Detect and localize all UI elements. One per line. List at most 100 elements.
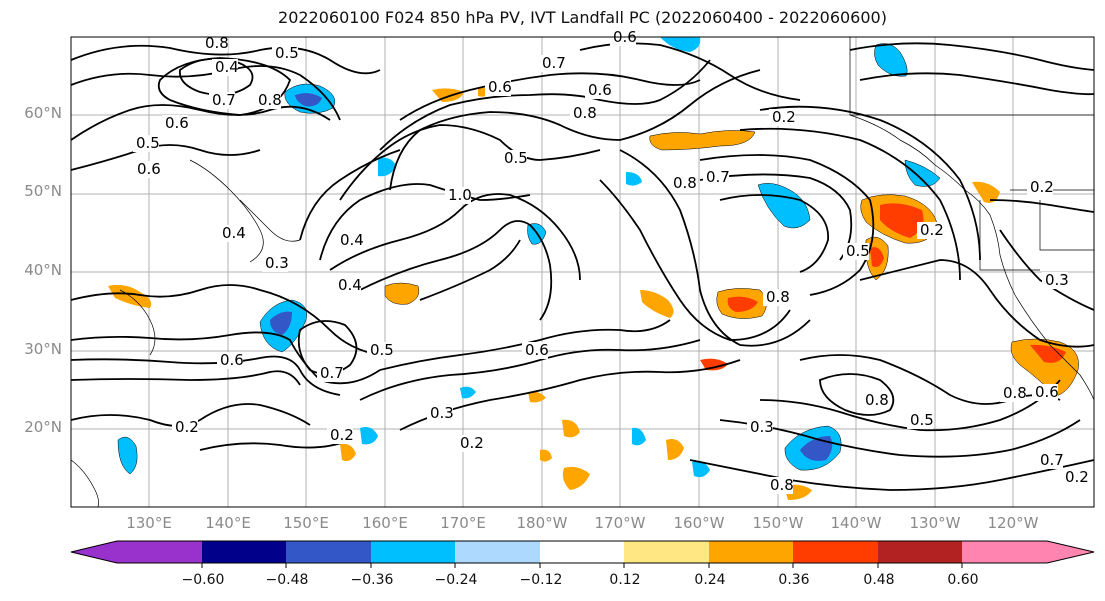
shade-positive xyxy=(108,284,152,308)
contour-label: 0.7 xyxy=(320,364,344,382)
contour-label-bg xyxy=(457,435,483,452)
coastlines xyxy=(70,37,1095,508)
pv-contour xyxy=(819,373,895,416)
contour-label-bg xyxy=(585,82,611,99)
pv-contour xyxy=(70,144,261,171)
contour-label-bg xyxy=(262,255,288,272)
colorbar-extend-min xyxy=(71,541,202,563)
contour-label: 0.3 xyxy=(430,404,454,422)
colorbar-tick-label: 0.24 xyxy=(694,572,726,588)
contour-label-bg xyxy=(1032,384,1058,401)
colorbar-tick-label: 0.12 xyxy=(609,572,641,588)
contour-label-bg xyxy=(907,412,933,429)
contour-label-bg xyxy=(917,222,943,239)
contour-label: 0.5 xyxy=(370,341,394,359)
contour-label-bg xyxy=(133,135,159,152)
contour-label-bg xyxy=(747,419,773,436)
contour-label: 0.6 xyxy=(488,78,512,96)
lon-label: 160°E xyxy=(362,514,408,532)
contour-label: 0.8 xyxy=(865,391,889,409)
contour-label-bg xyxy=(539,55,565,72)
contour-label-bg xyxy=(843,243,869,260)
lat-label: 20°N xyxy=(24,418,62,436)
contour-label-bg xyxy=(217,352,243,369)
contour-label-bg xyxy=(219,225,245,242)
colorbar-tick-label: 0.48 xyxy=(863,572,895,588)
colorbar-segment xyxy=(286,541,371,563)
colorbar-tick-label: −0.36 xyxy=(350,572,394,588)
colorbar-outline xyxy=(70,540,1095,564)
contour-label-bg xyxy=(703,169,729,186)
contour-label-bg xyxy=(862,392,888,409)
contour-label: 0.6 xyxy=(1035,383,1059,401)
contour-label: 0.3 xyxy=(265,254,289,272)
contour-label: 0.5 xyxy=(504,149,528,167)
contour-label: 0.2 xyxy=(175,418,199,436)
colorbar-segment xyxy=(371,541,455,563)
pv-contour xyxy=(859,72,1095,96)
colorbar-segment xyxy=(709,541,793,563)
pv-contour xyxy=(70,403,311,427)
contour-label-bg xyxy=(335,277,361,294)
lon-label: 140°W xyxy=(830,514,882,532)
contour-label-bg xyxy=(767,477,793,494)
lon-label: 180°W xyxy=(516,514,568,532)
coastline xyxy=(1039,200,1094,251)
lon-label: 140°E xyxy=(205,514,251,532)
lon-label: 150°W xyxy=(752,514,804,532)
pv-contour xyxy=(359,339,701,401)
coastline xyxy=(979,200,1040,271)
pv-contour xyxy=(399,72,701,121)
contour-label: 0.7 xyxy=(542,54,566,72)
coastline xyxy=(849,114,1095,401)
coastline xyxy=(70,459,99,508)
colorbar-segment xyxy=(540,541,624,563)
shade-negative xyxy=(904,159,941,187)
lat-label: 40°N xyxy=(24,261,62,279)
pv-contour xyxy=(70,331,381,385)
colorbar-tick-label: 0.36 xyxy=(778,572,810,588)
contour-label: 0.8 xyxy=(258,91,282,109)
pv-contour xyxy=(199,439,351,451)
pv-contour xyxy=(299,149,401,241)
pv-contour xyxy=(70,104,331,141)
map-title: 2022060100 F024 850 hPa PV, IVT Landfall… xyxy=(278,8,887,27)
contour-label: 0.4 xyxy=(215,58,239,76)
contour-label: 0.8 xyxy=(205,34,229,52)
shade-positive xyxy=(880,203,924,238)
pv-contour xyxy=(599,179,791,341)
contour-label: 0.8 xyxy=(573,104,597,122)
coastline xyxy=(239,199,301,242)
shade-negative xyxy=(270,311,292,335)
colorbar-extend-max xyxy=(962,541,1094,563)
contour-label: 0.3 xyxy=(1045,271,1069,289)
contour-label-bg xyxy=(485,79,511,96)
contour-label-bg xyxy=(255,92,281,109)
contour-label-bg xyxy=(172,419,198,436)
pv-contour xyxy=(699,173,853,261)
lat-label: 50°N xyxy=(24,182,62,200)
contour-label-bg xyxy=(427,405,453,422)
contour-label: 0.7 xyxy=(212,91,236,109)
pv-contour xyxy=(849,42,1095,71)
shade-negative xyxy=(360,427,378,445)
shade-positive xyxy=(340,443,356,462)
shade-positive xyxy=(972,181,1000,203)
contour-label-bg xyxy=(202,35,228,52)
shade-positive xyxy=(666,439,684,460)
colorbar-tick-label: −0.24 xyxy=(434,572,478,588)
lon-label: 130°E xyxy=(126,514,172,532)
pv-contour xyxy=(339,124,601,201)
shade-positive xyxy=(384,282,420,305)
lon-label: 170°W xyxy=(594,514,646,532)
contour-label-bg xyxy=(212,59,238,76)
pv-contour xyxy=(719,194,829,273)
colorbar-tick-label: 0.60 xyxy=(947,572,979,588)
contour-label-bg xyxy=(763,289,789,306)
lon-label: 150°E xyxy=(283,514,329,532)
contour-label: 0.8 xyxy=(673,174,697,192)
shade-positive xyxy=(540,449,552,462)
pv-contour xyxy=(759,379,1061,432)
shade-positive xyxy=(562,419,580,438)
contour-label: 0.6 xyxy=(165,114,189,132)
